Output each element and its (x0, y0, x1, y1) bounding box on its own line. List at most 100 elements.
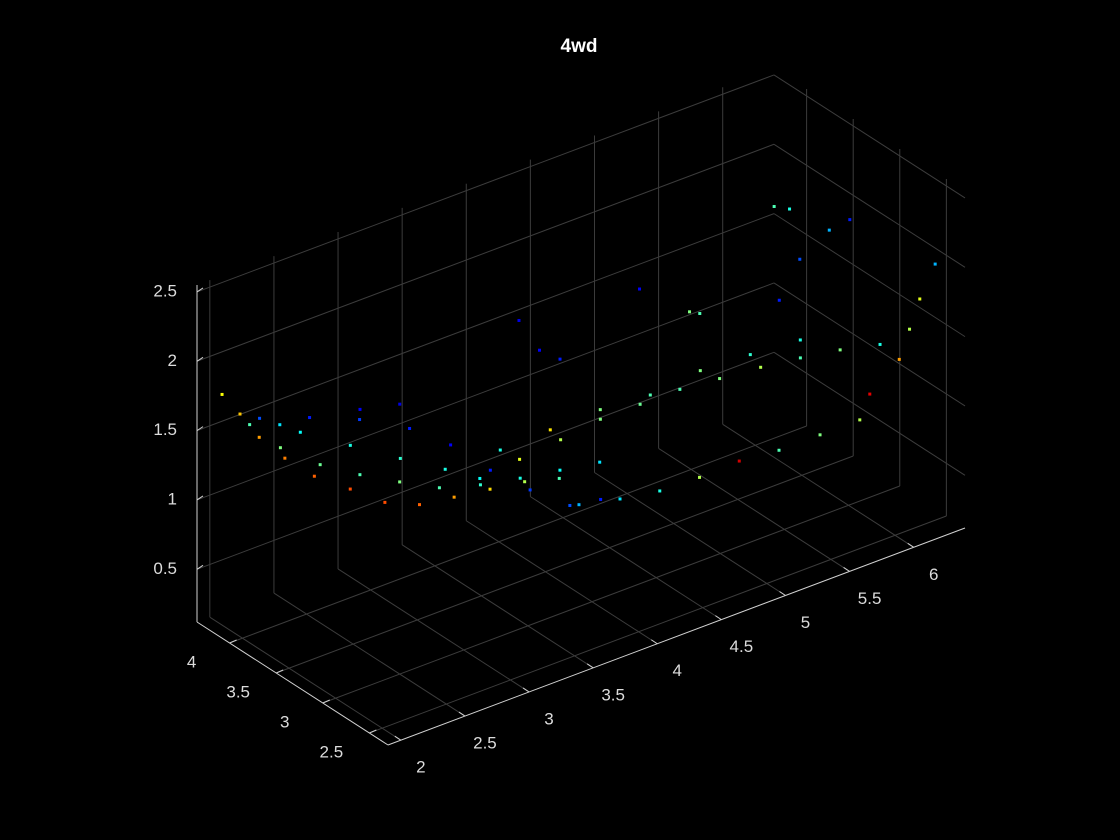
z-tick-label: 2.5 (153, 281, 177, 300)
point (777, 298, 781, 302)
point (698, 369, 702, 373)
point (488, 468, 492, 472)
point (827, 228, 831, 232)
point (258, 416, 262, 420)
point (538, 348, 542, 352)
point (308, 416, 312, 420)
x-tick (586, 663, 594, 669)
y-tick-label: 3.5 (226, 682, 250, 701)
grid-line (273, 592, 466, 717)
point (718, 377, 722, 381)
x-tick (458, 711, 466, 717)
z-tick (196, 564, 204, 570)
grid-line (322, 485, 900, 704)
point (283, 456, 287, 460)
point (558, 357, 562, 361)
point (598, 408, 602, 412)
grid-line (276, 455, 854, 674)
point (358, 418, 362, 422)
point (798, 257, 802, 261)
point (558, 468, 562, 472)
y-tick (275, 669, 284, 674)
point (848, 218, 852, 222)
point (759, 365, 763, 369)
grid-line (773, 143, 966, 268)
grid-line (196, 74, 775, 293)
point (398, 480, 402, 484)
z-tick-label: 2 (168, 351, 177, 370)
x-tick-label: 2 (416, 758, 425, 777)
point (933, 262, 937, 266)
point (568, 503, 572, 507)
point (598, 417, 602, 421)
point (238, 412, 242, 416)
grid-line (465, 520, 658, 645)
grid-line (196, 213, 775, 432)
point (648, 393, 652, 397)
point (678, 387, 682, 391)
point (437, 486, 441, 490)
x-axis (387, 527, 966, 746)
point (598, 460, 602, 464)
point (878, 342, 882, 346)
y-axis (196, 621, 389, 746)
grid-line (401, 544, 594, 669)
point (698, 312, 702, 316)
grid-line (196, 282, 775, 501)
point (557, 476, 561, 480)
z-tick (196, 287, 204, 293)
x-tick (522, 687, 530, 693)
point (523, 480, 527, 484)
grid-line (209, 616, 402, 741)
z-tick (196, 426, 204, 432)
point (278, 446, 282, 450)
point (278, 423, 282, 427)
point (638, 402, 642, 406)
x-tick-label: 3.5 (601, 685, 625, 704)
point (248, 423, 252, 427)
point (443, 467, 447, 471)
grid-line (773, 282, 966, 407)
z-tick (196, 356, 204, 362)
point (798, 338, 802, 342)
grid-line (196, 143, 775, 362)
point (298, 430, 302, 434)
point (918, 297, 922, 301)
point (478, 476, 482, 480)
point (348, 487, 352, 491)
grid-line (196, 351, 775, 570)
point (638, 287, 642, 291)
x-tick (394, 735, 402, 741)
y-tick (322, 699, 330, 704)
point (398, 456, 402, 460)
point (908, 327, 912, 331)
point (383, 500, 387, 504)
x-tick-label: 4 (673, 661, 682, 680)
point (838, 348, 842, 352)
point (358, 473, 362, 477)
point (312, 474, 316, 478)
x-tick-label: 2.5 (473, 734, 497, 753)
point (528, 488, 532, 492)
point (772, 204, 776, 208)
point (798, 356, 802, 360)
point (737, 459, 741, 463)
z-tick-label: 0.5 (153, 559, 177, 578)
point (599, 497, 603, 501)
grid-line (773, 74, 966, 199)
x-tick-label: 6 (929, 565, 938, 584)
grid-line (594, 472, 786, 596)
point (618, 497, 622, 501)
point (698, 475, 702, 479)
point (478, 483, 482, 487)
point (658, 489, 662, 493)
z-tick (196, 495, 204, 501)
point (449, 443, 453, 447)
point (777, 448, 781, 452)
point (518, 457, 522, 461)
point (517, 318, 521, 322)
grid-line (369, 515, 947, 734)
y-tick (369, 729, 377, 734)
x-tick (715, 615, 722, 621)
